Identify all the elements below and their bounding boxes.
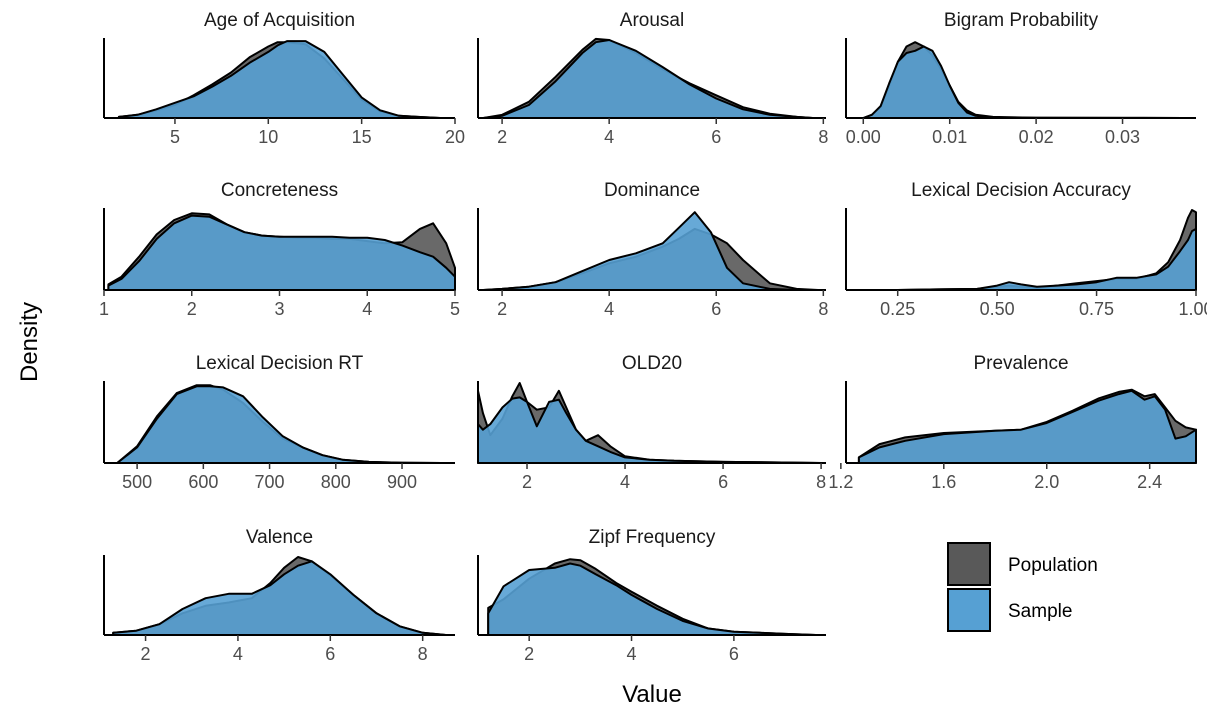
x-tick-label: 700 xyxy=(255,472,285,492)
x-tick-label: 0.75 xyxy=(1079,299,1114,319)
facet-arousal: Arousal 2 4 6 8 xyxy=(477,10,828,147)
x-tick-label: 6 xyxy=(711,299,721,319)
x-tick-label: 2 xyxy=(497,127,507,147)
density-area-sample xyxy=(477,396,823,464)
x-tick-label: 1.6 xyxy=(931,472,956,492)
x-tick-label: 0.25 xyxy=(880,299,915,319)
x-tick-label: 2 xyxy=(141,644,151,664)
y-axis-title: Density xyxy=(16,302,43,382)
facet-zipf-frequency: Zipf Frequency 2 4 6 xyxy=(477,527,826,664)
density-area-sample xyxy=(857,389,1197,464)
x-tick-label: 15 xyxy=(352,127,372,147)
legend-label-sample: Sample xyxy=(1008,601,1072,622)
facet-prevalence: Prevalence 1.2 1.6 2.0 2.4 xyxy=(828,353,1197,492)
facet-title: Prevalence xyxy=(973,353,1068,374)
x-tick-label: 8 xyxy=(818,127,828,147)
x-tick-label: 8 xyxy=(418,644,428,664)
x-tick-label: 4 xyxy=(233,644,243,664)
density-area-sample xyxy=(482,39,814,119)
density-area-sample xyxy=(862,45,1184,119)
x-tick-label: 900 xyxy=(387,472,417,492)
x-tick-label: 0.03 xyxy=(1105,127,1140,147)
facet-age-of-acquisition: Age of Acquisition 5 10 15 20 xyxy=(103,10,465,147)
x-axis-title: Value xyxy=(622,681,682,707)
legend: Population Sample xyxy=(947,542,1098,632)
x-tick-label: 2.0 xyxy=(1034,472,1059,492)
facet-title: Concreteness xyxy=(221,180,338,201)
facet-lexical-decision-rt: Lexical Decision RT 500 600 700 800 900 xyxy=(103,353,455,492)
x-tick-label: 2 xyxy=(524,644,534,664)
x-tick-label: 0.01 xyxy=(932,127,967,147)
facet-title: Dominance xyxy=(604,180,700,201)
x-tick-label: 500 xyxy=(122,472,152,492)
x-tick-label: 10 xyxy=(258,127,278,147)
x-tick-label: 4 xyxy=(620,472,630,492)
x-tick-label: 20 xyxy=(445,127,465,147)
facet-old20: OLD20 2 4 6 8 xyxy=(477,353,826,492)
x-tick-label: 6 xyxy=(718,472,728,492)
x-tick-label: 4 xyxy=(604,299,614,319)
x-tick-label: 4 xyxy=(604,127,614,147)
facet-title: Valence xyxy=(246,527,313,548)
facet-valence: Valence 2 4 6 8 xyxy=(103,527,455,664)
x-tick-label: 2 xyxy=(187,299,197,319)
x-tick-label: 0.02 xyxy=(1019,127,1054,147)
x-tick-label: 0.00 xyxy=(846,127,881,147)
x-tick-label: 1.00 xyxy=(1178,299,1207,319)
density-area-sample xyxy=(117,40,442,119)
x-tick-label: 6 xyxy=(711,127,721,147)
density-area-sample xyxy=(107,214,456,291)
facet-dominance: Dominance 2 4 6 8 xyxy=(477,180,828,319)
x-tick-label: 2 xyxy=(522,472,532,492)
density-area-sample xyxy=(116,385,443,464)
legend-label-population: Population xyxy=(1008,555,1098,576)
x-tick-label: 2 xyxy=(497,299,507,319)
x-tick-label: 1.2 xyxy=(828,472,853,492)
density-area-sample xyxy=(482,211,819,291)
facet-title: Lexical Decision Accuracy xyxy=(911,180,1131,201)
density-area-sample xyxy=(112,560,447,636)
x-tick-label: 0.50 xyxy=(980,299,1015,319)
x-tick-label: 4 xyxy=(362,299,372,319)
facet-lexical-decision-accuracy: Lexical Decision Accuracy 0.25 0.50 0.75 1.0… xyxy=(845,180,1207,319)
facet-concreteness: Concreteness 1 2 3 4 5 xyxy=(99,180,460,319)
x-tick-label: 2.4 xyxy=(1137,472,1162,492)
x-tick-label: 8 xyxy=(818,299,828,319)
facet-title: Lexical Decision RT xyxy=(196,353,364,374)
facet-title: Arousal xyxy=(620,10,684,31)
x-tick-label: 8 xyxy=(816,472,826,492)
legend-key-sample xyxy=(947,588,991,632)
facet-title: Zipf Frequency xyxy=(589,527,716,548)
x-tick-label: 6 xyxy=(325,644,335,664)
facet-title: Bigram Probability xyxy=(944,10,1099,31)
x-tick-label: 600 xyxy=(188,472,218,492)
x-tick-label: 6 xyxy=(729,644,739,664)
facet-title: OLD20 xyxy=(622,353,682,374)
facet-bigram-probability: Bigram Probability 0.00 0.01 0.02 0.03 xyxy=(845,10,1196,147)
density-area-sample xyxy=(487,562,817,636)
x-tick-label: 4 xyxy=(627,644,637,664)
x-tick-label: 800 xyxy=(321,472,351,492)
x-tick-label: 3 xyxy=(274,299,284,319)
x-tick-label: 1 xyxy=(99,299,109,319)
density-area-sample xyxy=(860,227,1197,291)
x-tick-label: 5 xyxy=(170,127,180,147)
facet-title: Age of Acquisition xyxy=(204,10,355,31)
legend-key-population xyxy=(947,542,991,586)
x-tick-label: 5 xyxy=(450,299,460,319)
